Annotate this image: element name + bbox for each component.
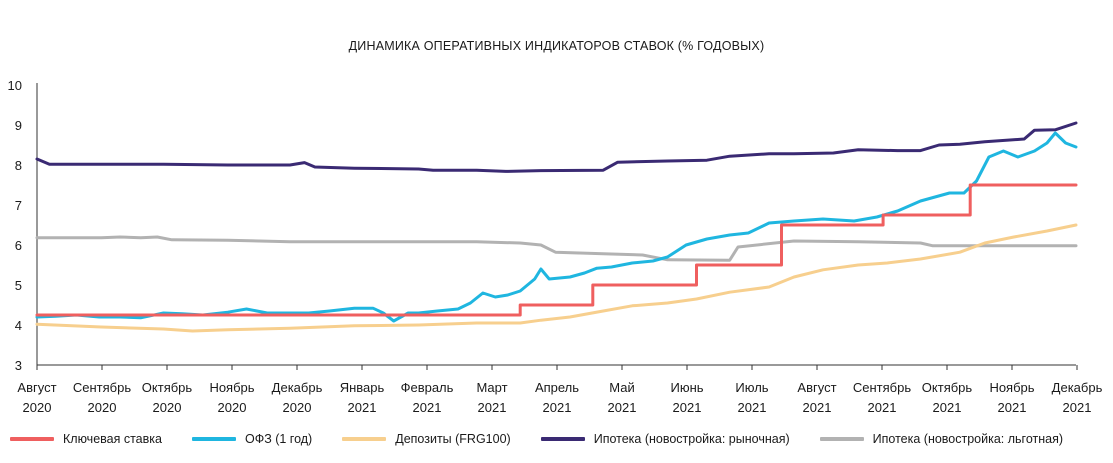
chart-legend: Ключевая ставка ОФЗ (1 год) Депозиты (FRG1…	[10, 428, 1110, 450]
x-tick-label-month: Ноябрь	[209, 380, 254, 395]
y-tick-label: 6	[15, 238, 22, 253]
legend-label: Депозиты (FRG100)	[395, 432, 511, 446]
x-tick-label-month: Май	[609, 380, 634, 395]
legend-label: ОФЗ (1 год)	[244, 432, 313, 446]
series-layer	[35, 121, 1078, 333]
x-tick-label-year: 2021	[738, 400, 767, 415]
x-tick-label-month: Апрель	[535, 380, 579, 395]
line-chart: 3 4 5 6 7 8 9 10 Август 2020 Сентябрь 2020 Октябрь 2…	[8, 78, 1103, 415]
x-tick-label-year: 2021	[608, 400, 637, 415]
x-tick-label-month: Октябрь	[142, 380, 193, 395]
legend-swatch	[342, 437, 387, 441]
x-tick-label-year: 2021	[413, 400, 442, 415]
y-tick-label: 8	[15, 158, 22, 173]
y-tick-label: 4	[15, 318, 22, 333]
x-tick-label-month: Июнь	[670, 380, 703, 395]
x-tick-label-year: 2021	[673, 400, 702, 415]
legend-item: Депозиты (FRG100)	[342, 432, 511, 446]
series-line-4	[35, 235, 1078, 262]
x-tick-label-year: 2021	[543, 400, 572, 415]
legend-item: Ключевая ставка	[10, 432, 162, 446]
x-tick-label-month: Июль	[735, 380, 768, 395]
chart-title: ДИНАМИКА ОПЕРАТИВНЫХ ИНДИКАТОРОВ СТАВОК …	[348, 39, 765, 53]
x-tick-label-month: Сентябрь	[853, 380, 911, 395]
x-tick-label-month: Август	[797, 380, 836, 395]
x-tick-label-year: 2020	[23, 400, 52, 415]
series-line-0	[35, 183, 1078, 317]
legend-label: Ипотека (новостройка: рыночная)	[593, 432, 790, 446]
y-tick-label: 3	[15, 358, 22, 373]
x-tick-label-month: Декабрь	[1052, 380, 1103, 395]
y-tick-label: 7	[15, 198, 22, 213]
series-line-3	[35, 121, 1078, 173]
x-tick-label-month: Сентябрь	[73, 380, 131, 395]
legend-item: ОФЗ (1 год)	[191, 432, 313, 446]
x-tick-label-month: Январь	[340, 380, 385, 395]
y-tick-label: 9	[15, 118, 22, 133]
y-tick-label: 10	[8, 78, 22, 93]
legend-swatch	[10, 437, 54, 441]
legend-item: Ипотека (новостройка: льготная)	[819, 432, 1064, 446]
x-tick-label-year: 2020	[283, 400, 312, 415]
x-tick-label-year: 2020	[218, 400, 247, 415]
x-tick-label-year: 2020	[153, 400, 182, 415]
x-tick-label-month: Ноябрь	[989, 380, 1034, 395]
x-tick-label-month: Август	[17, 380, 56, 395]
x-tick-label-month: Октябрь	[922, 380, 973, 395]
legend-item: Ипотека (новостройка: рыночная)	[540, 432, 790, 446]
x-tick-label-year: 2021	[933, 400, 962, 415]
y-axis: 3 4 5 6 7 8 9 10	[8, 78, 38, 373]
legend-label: Ключевая ставка	[63, 432, 162, 446]
x-tick-label-month: Февраль	[401, 380, 454, 395]
x-tick-label-month: Март	[476, 380, 507, 395]
legend-swatch	[191, 437, 236, 441]
x-tick-label-year: 2020	[88, 400, 117, 415]
x-tick-label-year: 2021	[478, 400, 507, 415]
x-tick-label-year: 2021	[803, 400, 832, 415]
x-tick-label-year: 2021	[868, 400, 897, 415]
legend-label: Ипотека (новостройка: льготная)	[872, 432, 1064, 446]
x-axis: Август 2020 Сентябрь 2020 Октябрь 2020 Ноябрь 2…	[17, 364, 1103, 415]
legend-swatch	[540, 437, 585, 441]
x-tick-label-year: 2021	[1063, 400, 1092, 415]
legend-swatch	[819, 437, 864, 441]
x-tick-label-month: Декабрь	[272, 380, 323, 395]
x-tick-label-year: 2021	[348, 400, 377, 415]
series-line-2	[35, 223, 1078, 333]
y-tick-label: 5	[15, 278, 22, 293]
series-line-1	[35, 131, 1078, 323]
x-tick-label-year: 2021	[998, 400, 1027, 415]
